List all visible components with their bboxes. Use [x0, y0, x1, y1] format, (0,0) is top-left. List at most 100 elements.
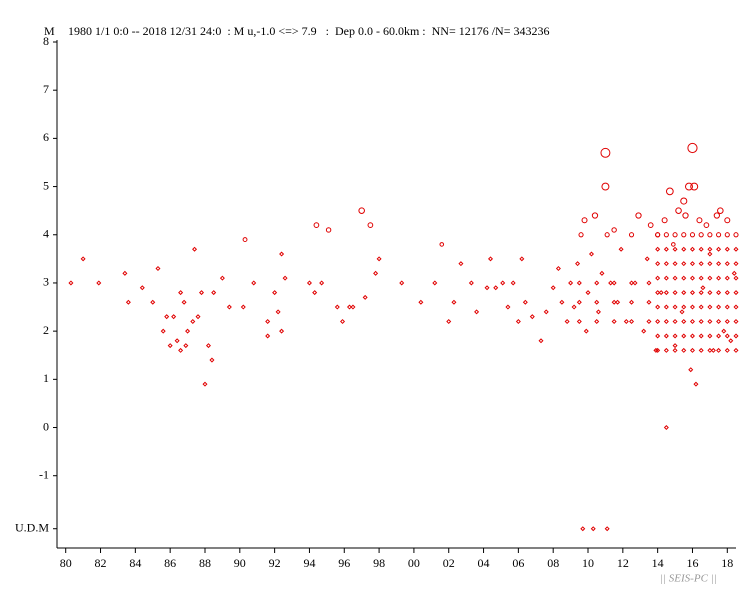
event-marker: [279, 328, 285, 334]
event-marker: [663, 232, 669, 238]
event-marker: [733, 318, 739, 325]
x-tick-label: 18: [721, 556, 733, 570]
event-marker: [689, 304, 695, 310]
event-marker: [313, 222, 320, 228]
event-marker: [655, 347, 661, 353]
event-marker: [680, 197, 688, 205]
event-marker: [550, 285, 556, 291]
event-marker: [724, 290, 730, 296]
x-tick-label: 98: [373, 556, 385, 570]
event-marker: [663, 304, 669, 310]
event-marker: [564, 318, 570, 325]
x-tick-label: 84: [129, 556, 141, 570]
event-marker: [174, 338, 180, 344]
event-marker: [618, 246, 624, 252]
event-marker: [595, 309, 601, 315]
event-marker: [675, 207, 682, 214]
event-marker: [576, 318, 582, 325]
x-tick-label: 16: [686, 556, 698, 570]
event-marker: [724, 275, 730, 281]
event-marker: [733, 304, 739, 310]
event-marker: [578, 232, 584, 238]
event-marker: [265, 318, 271, 325]
event-marker: [167, 343, 173, 349]
event-marker: [681, 232, 687, 238]
event-marker: [681, 261, 687, 267]
event-marker: [681, 347, 687, 353]
event-marker: [671, 242, 676, 247]
event-marker: [655, 232, 661, 238]
event-marker: [484, 285, 490, 291]
event-marker: [251, 280, 257, 286]
event-marker: [629, 280, 635, 286]
event-marker: [681, 246, 687, 252]
event-marker: [672, 232, 678, 238]
event-marker: [205, 343, 211, 349]
event-marker: [190, 318, 196, 325]
event-marker: [80, 256, 86, 262]
event-marker: [446, 318, 452, 325]
event-marker: [679, 309, 685, 315]
event-marker: [663, 246, 669, 252]
event-marker: [543, 309, 549, 315]
event-marker: [171, 314, 177, 320]
event-marker: [724, 318, 730, 325]
y-tick-label: 5: [43, 178, 49, 192]
event-marker: [696, 217, 703, 224]
event-marker: [672, 275, 678, 281]
event-marker: [367, 222, 374, 228]
event-marker: [594, 280, 600, 286]
event-marker: [500, 280, 506, 286]
event-marker: [590, 526, 596, 532]
event-marker: [164, 314, 170, 320]
event-marker: [672, 343, 678, 349]
chart-title: 1980 1/1 0:0 -- 2018 12/31 24:0 : M u,-1…: [68, 24, 550, 38]
event-marker: [707, 232, 713, 238]
event-marker: [646, 280, 652, 286]
y-axis-label: M: [44, 24, 55, 38]
event-marker: [571, 304, 577, 310]
event-marker: [346, 304, 352, 310]
event-marker: [219, 275, 225, 281]
event-marker: [716, 290, 722, 296]
event-marker: [604, 526, 610, 532]
event-marker: [655, 290, 661, 296]
event-marker: [580, 526, 586, 532]
event-marker: [689, 246, 695, 252]
event-marker: [663, 290, 669, 296]
event-marker: [468, 280, 474, 286]
event-marker: [635, 212, 642, 219]
event-marker: [703, 222, 710, 228]
event-marker: [458, 261, 464, 267]
event-marker: [724, 261, 730, 267]
x-tick-label: 82: [95, 556, 107, 570]
event-marker: [575, 261, 581, 267]
event-marker: [362, 294, 368, 300]
event-marker: [689, 333, 695, 339]
event-marker: [418, 299, 424, 305]
event-marker: [611, 280, 617, 286]
event-marker: [275, 309, 281, 315]
event-marker: [594, 299, 600, 305]
event-marker: [608, 280, 614, 286]
event-marker: [68, 280, 74, 286]
event-marker: [240, 304, 246, 310]
event-marker: [716, 275, 722, 281]
event-marker: [150, 299, 156, 305]
event-marker: [178, 347, 184, 353]
event-marker: [672, 261, 678, 267]
y-tick-label: 6: [43, 130, 49, 144]
event-marker: [687, 142, 698, 154]
event-marker: [505, 304, 511, 310]
event-marker: [707, 318, 713, 325]
event-marker: [733, 333, 739, 339]
y-tick-label: U.D.M: [15, 520, 49, 534]
event-marker: [195, 314, 201, 320]
event-marker: [96, 280, 102, 286]
x-tick-label: 02: [443, 556, 455, 570]
event-marker: [707, 275, 713, 281]
event-marker: [681, 304, 687, 310]
event-marker: [474, 309, 480, 315]
event-marker: [707, 290, 713, 296]
